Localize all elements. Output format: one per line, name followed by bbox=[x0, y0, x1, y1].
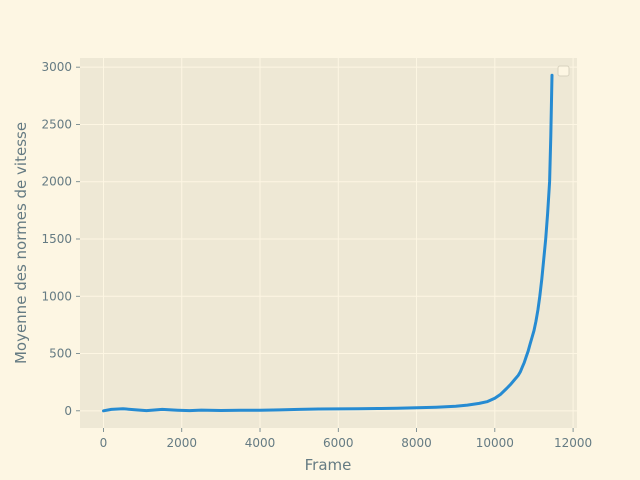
y-tick-label: 500 bbox=[49, 347, 72, 361]
y-tick-label: 3000 bbox=[41, 60, 72, 74]
series-line bbox=[102, 73, 554, 413]
plot-area bbox=[80, 58, 577, 428]
x-tick-label: 8000 bbox=[401, 436, 432, 450]
y-tick-label: 1000 bbox=[41, 289, 72, 303]
y-axis-label: Moyenne des normes de vitesse bbox=[12, 122, 30, 364]
y-tick-label: 1500 bbox=[41, 232, 72, 246]
legend-box bbox=[557, 65, 570, 77]
x-tick-label: 4000 bbox=[245, 436, 276, 450]
x-tick-label: 0 bbox=[100, 436, 108, 450]
grid-lines bbox=[80, 58, 577, 428]
x-tick-label: 12000 bbox=[554, 436, 592, 450]
y-tick-label: 2500 bbox=[41, 117, 72, 131]
x-axis-label: Frame bbox=[305, 456, 352, 474]
x-tick-label: 2000 bbox=[166, 436, 197, 450]
x-tick-label: 10000 bbox=[476, 436, 514, 450]
x-tick-label: 6000 bbox=[323, 436, 354, 450]
y-tick-label: 2000 bbox=[41, 175, 72, 189]
axis-ticks: 0 2000 4000 6000 8000 10000 12000 0 500 1000 1500 2… bbox=[41, 60, 592, 450]
y-tick-label: 0 bbox=[64, 404, 72, 418]
